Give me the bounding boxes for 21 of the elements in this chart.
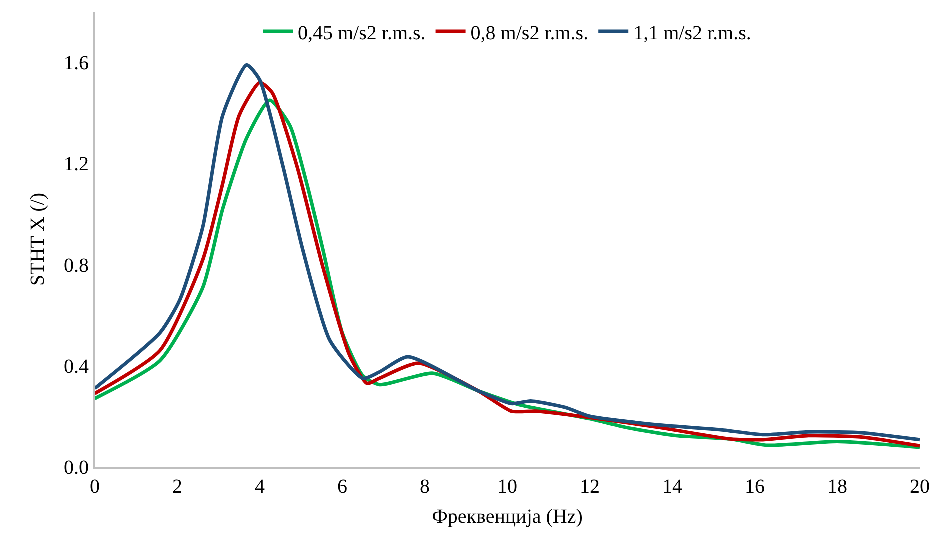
x-tick-label: 6 xyxy=(338,476,348,498)
x-tick-label: 20 xyxy=(910,476,930,498)
x-tick-label: 12 xyxy=(580,476,600,498)
x-axis-title: Фреквенција (Hz) xyxy=(432,506,583,528)
legend-label: 0,8 m/s2 r.m.s. xyxy=(470,22,589,44)
y-tick-label: 0.4 xyxy=(64,356,89,378)
legend-label: 1,1 m/s2 r.m.s. xyxy=(634,22,752,44)
x-tick-label: 8 xyxy=(420,476,430,498)
x-tick-label: 18 xyxy=(828,476,848,498)
y-axis-title: STHT X (/) xyxy=(27,193,49,286)
x-tick-label: 14 xyxy=(662,476,682,498)
x-tick-label: 10 xyxy=(498,476,518,498)
x-tick-label: 2 xyxy=(172,476,182,498)
x-tick-label: 0 xyxy=(90,476,100,498)
y-tick-label: 0.0 xyxy=(64,457,89,479)
legend-label: 0,45 m/s2 r.m.s. xyxy=(298,22,426,44)
y-tick-label: 1.6 xyxy=(64,52,89,75)
x-tick-label: 16 xyxy=(745,476,765,498)
y-tick-label: 0.8 xyxy=(64,254,89,277)
x-tick-label: 4 xyxy=(255,476,265,498)
y-tick-label: 1.2 xyxy=(64,154,89,176)
